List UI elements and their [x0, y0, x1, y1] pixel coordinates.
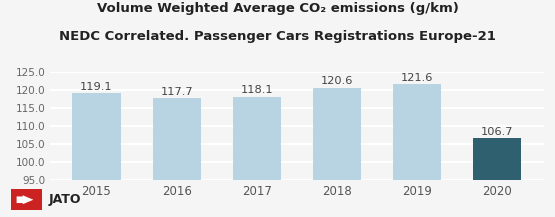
Text: Volume Weighted Average CO₂ emissions (g/km): Volume Weighted Average CO₂ emissions (g… [97, 2, 458, 15]
Text: 119.1: 119.1 [80, 82, 113, 92]
Text: 117.7: 117.7 [160, 87, 193, 97]
Text: 120.6: 120.6 [321, 76, 353, 86]
Bar [72, 93, 120, 180]
Bar [153, 98, 201, 180]
Text: 106.7: 106.7 [481, 127, 513, 137]
Bar [233, 97, 281, 180]
Text: 121.6: 121.6 [401, 73, 433, 83]
Text: 118.1: 118.1 [240, 85, 273, 95]
Text: NEDC Correlated. Passenger Cars Registrations Europe-21: NEDC Correlated. Passenger Cars Registra… [59, 30, 496, 43]
Bar [473, 138, 522, 180]
Text: JATO: JATO [48, 193, 81, 206]
Bar [313, 87, 361, 180]
Bar [393, 84, 441, 180]
